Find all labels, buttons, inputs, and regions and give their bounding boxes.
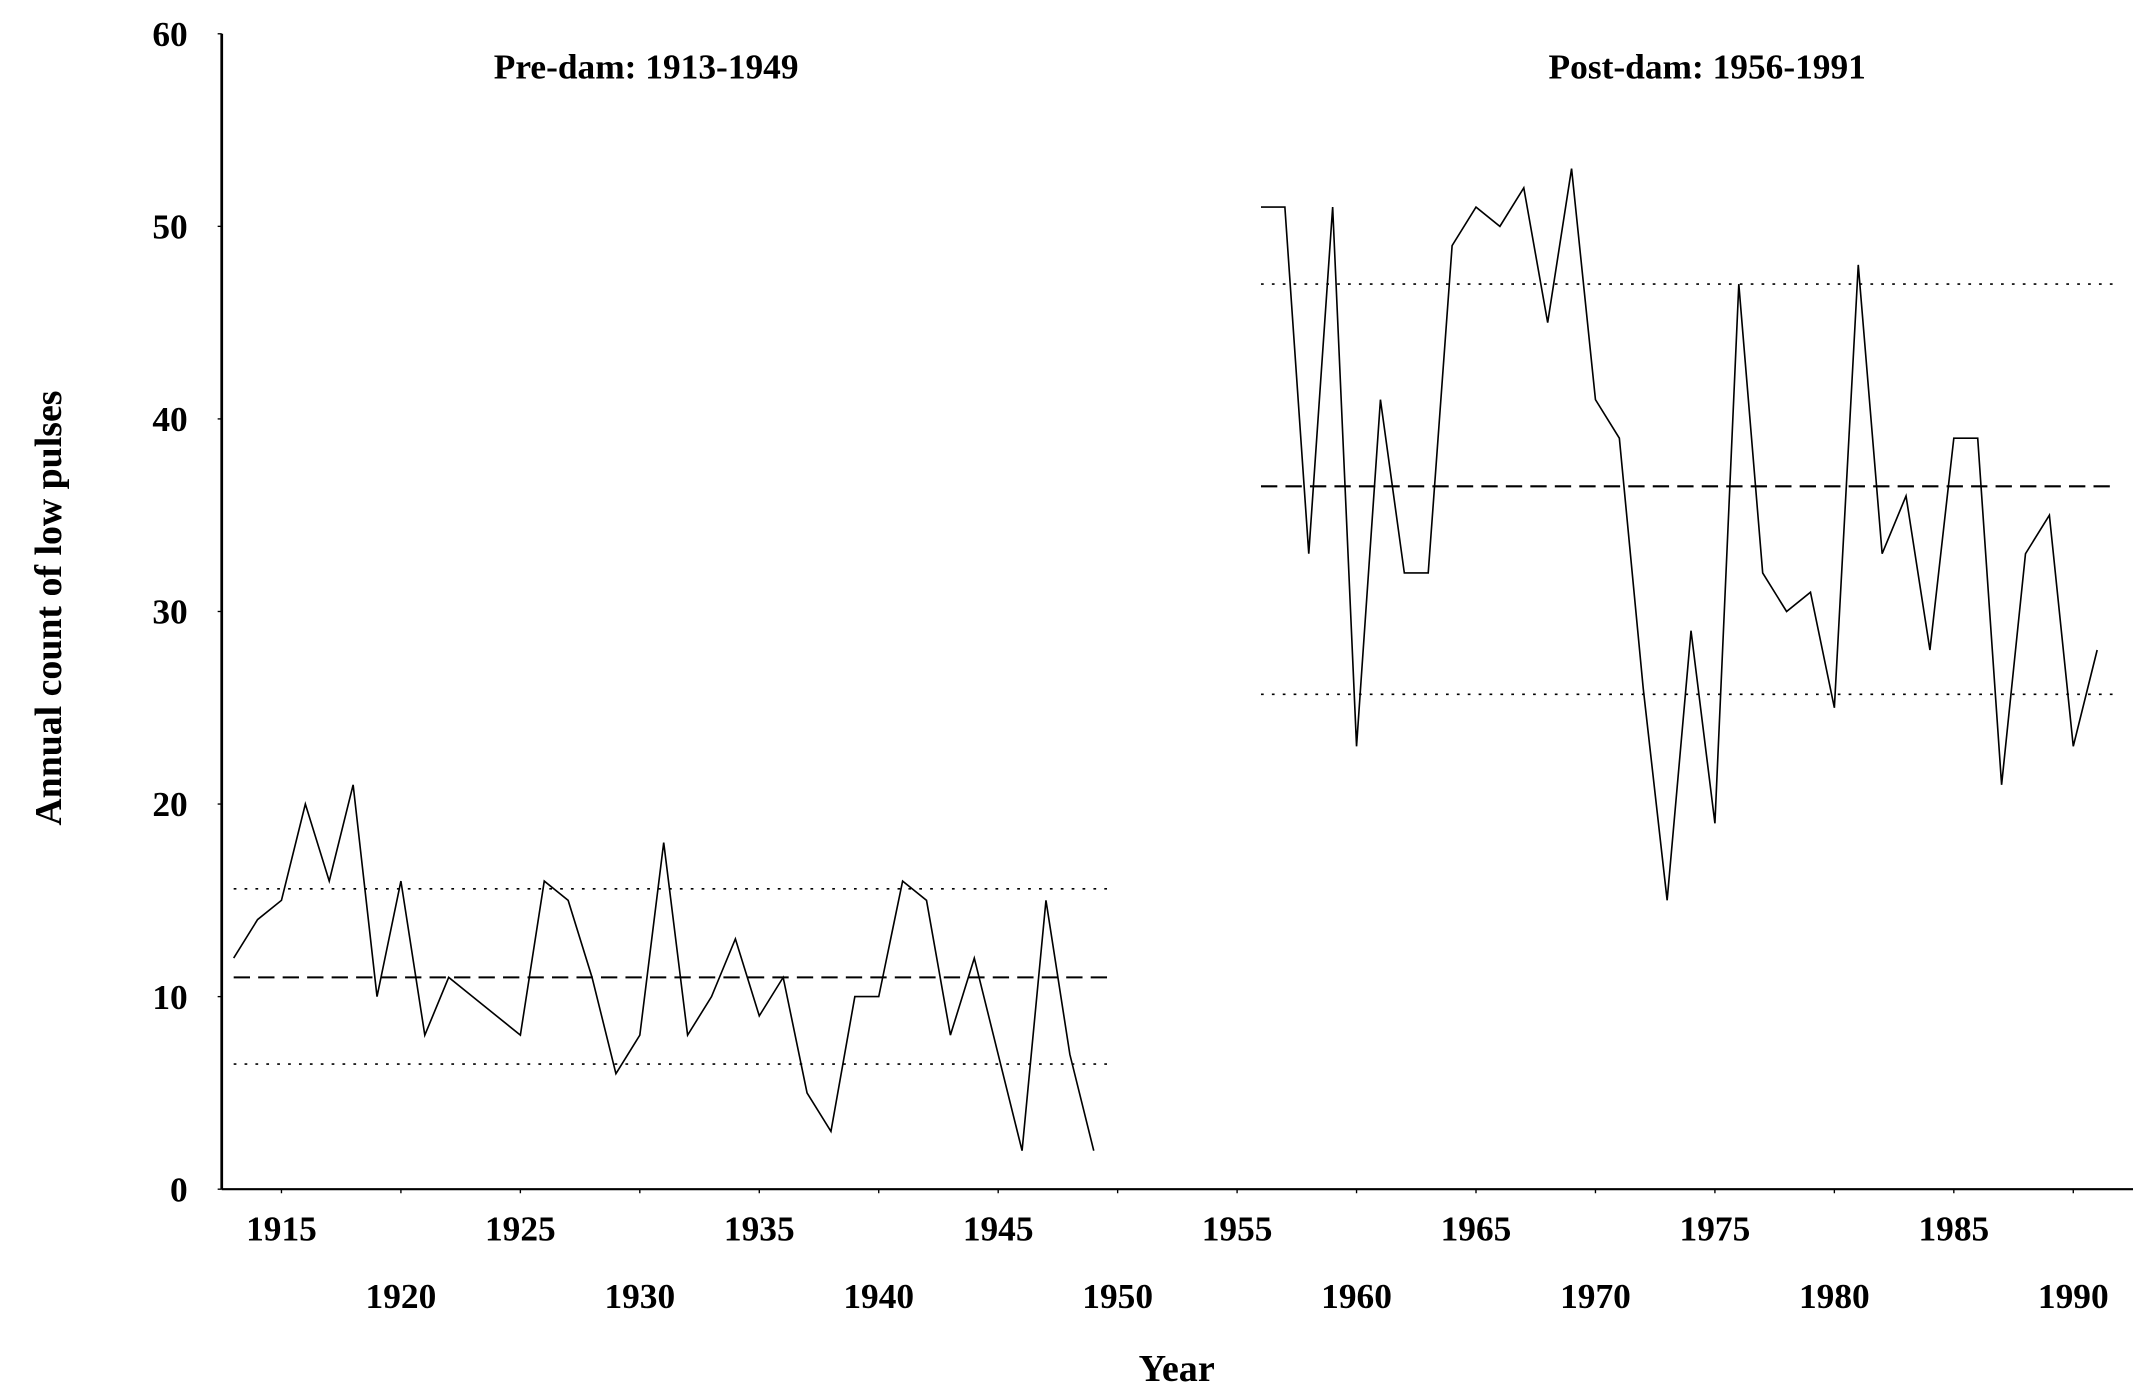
x-tick-label: 1970: [1560, 1277, 1631, 1316]
x-tick-label: 1925: [485, 1210, 556, 1249]
x-tick-label: 1920: [366, 1277, 437, 1316]
x-tick-label: 1960: [1321, 1277, 1392, 1316]
x-tick-label: 1950: [1082, 1277, 1153, 1316]
x-axis-title: Year: [1139, 1348, 1215, 1390]
x-tick-label: 1965: [1441, 1210, 1512, 1249]
y-tick-label: 30: [152, 593, 187, 632]
y-axis-title: Annual count of low pulses: [28, 391, 70, 826]
x-tick-label: 1945: [963, 1210, 1034, 1249]
y-tick-label: 50: [152, 208, 187, 247]
y-tick-label: 20: [152, 785, 187, 824]
x-tick-label: 1990: [2038, 1277, 2109, 1316]
x-tick-label: 1975: [1680, 1210, 1751, 1249]
y-tick-label: 0: [170, 1170, 188, 1209]
y-tick-label: 60: [152, 15, 187, 54]
period-label: Pre-dam: 1913-1949: [494, 47, 799, 86]
x-tick-label: 1915: [246, 1210, 317, 1249]
x-tick-label: 1930: [604, 1277, 675, 1316]
period-label: Post-dam: 1956-1991: [1549, 47, 1866, 86]
x-tick-label: 1940: [843, 1277, 914, 1316]
x-tick-label: 1985: [1918, 1210, 1989, 1249]
y-tick-label: 10: [152, 978, 187, 1017]
x-tick-label: 1955: [1202, 1210, 1273, 1249]
data-line: [1260, 168, 2098, 901]
data-line: [232, 784, 1095, 1151]
x-tick-label: 1980: [1799, 1277, 1870, 1316]
y-tick-label: 40: [152, 400, 187, 439]
x-tick-label: 1935: [724, 1210, 795, 1249]
